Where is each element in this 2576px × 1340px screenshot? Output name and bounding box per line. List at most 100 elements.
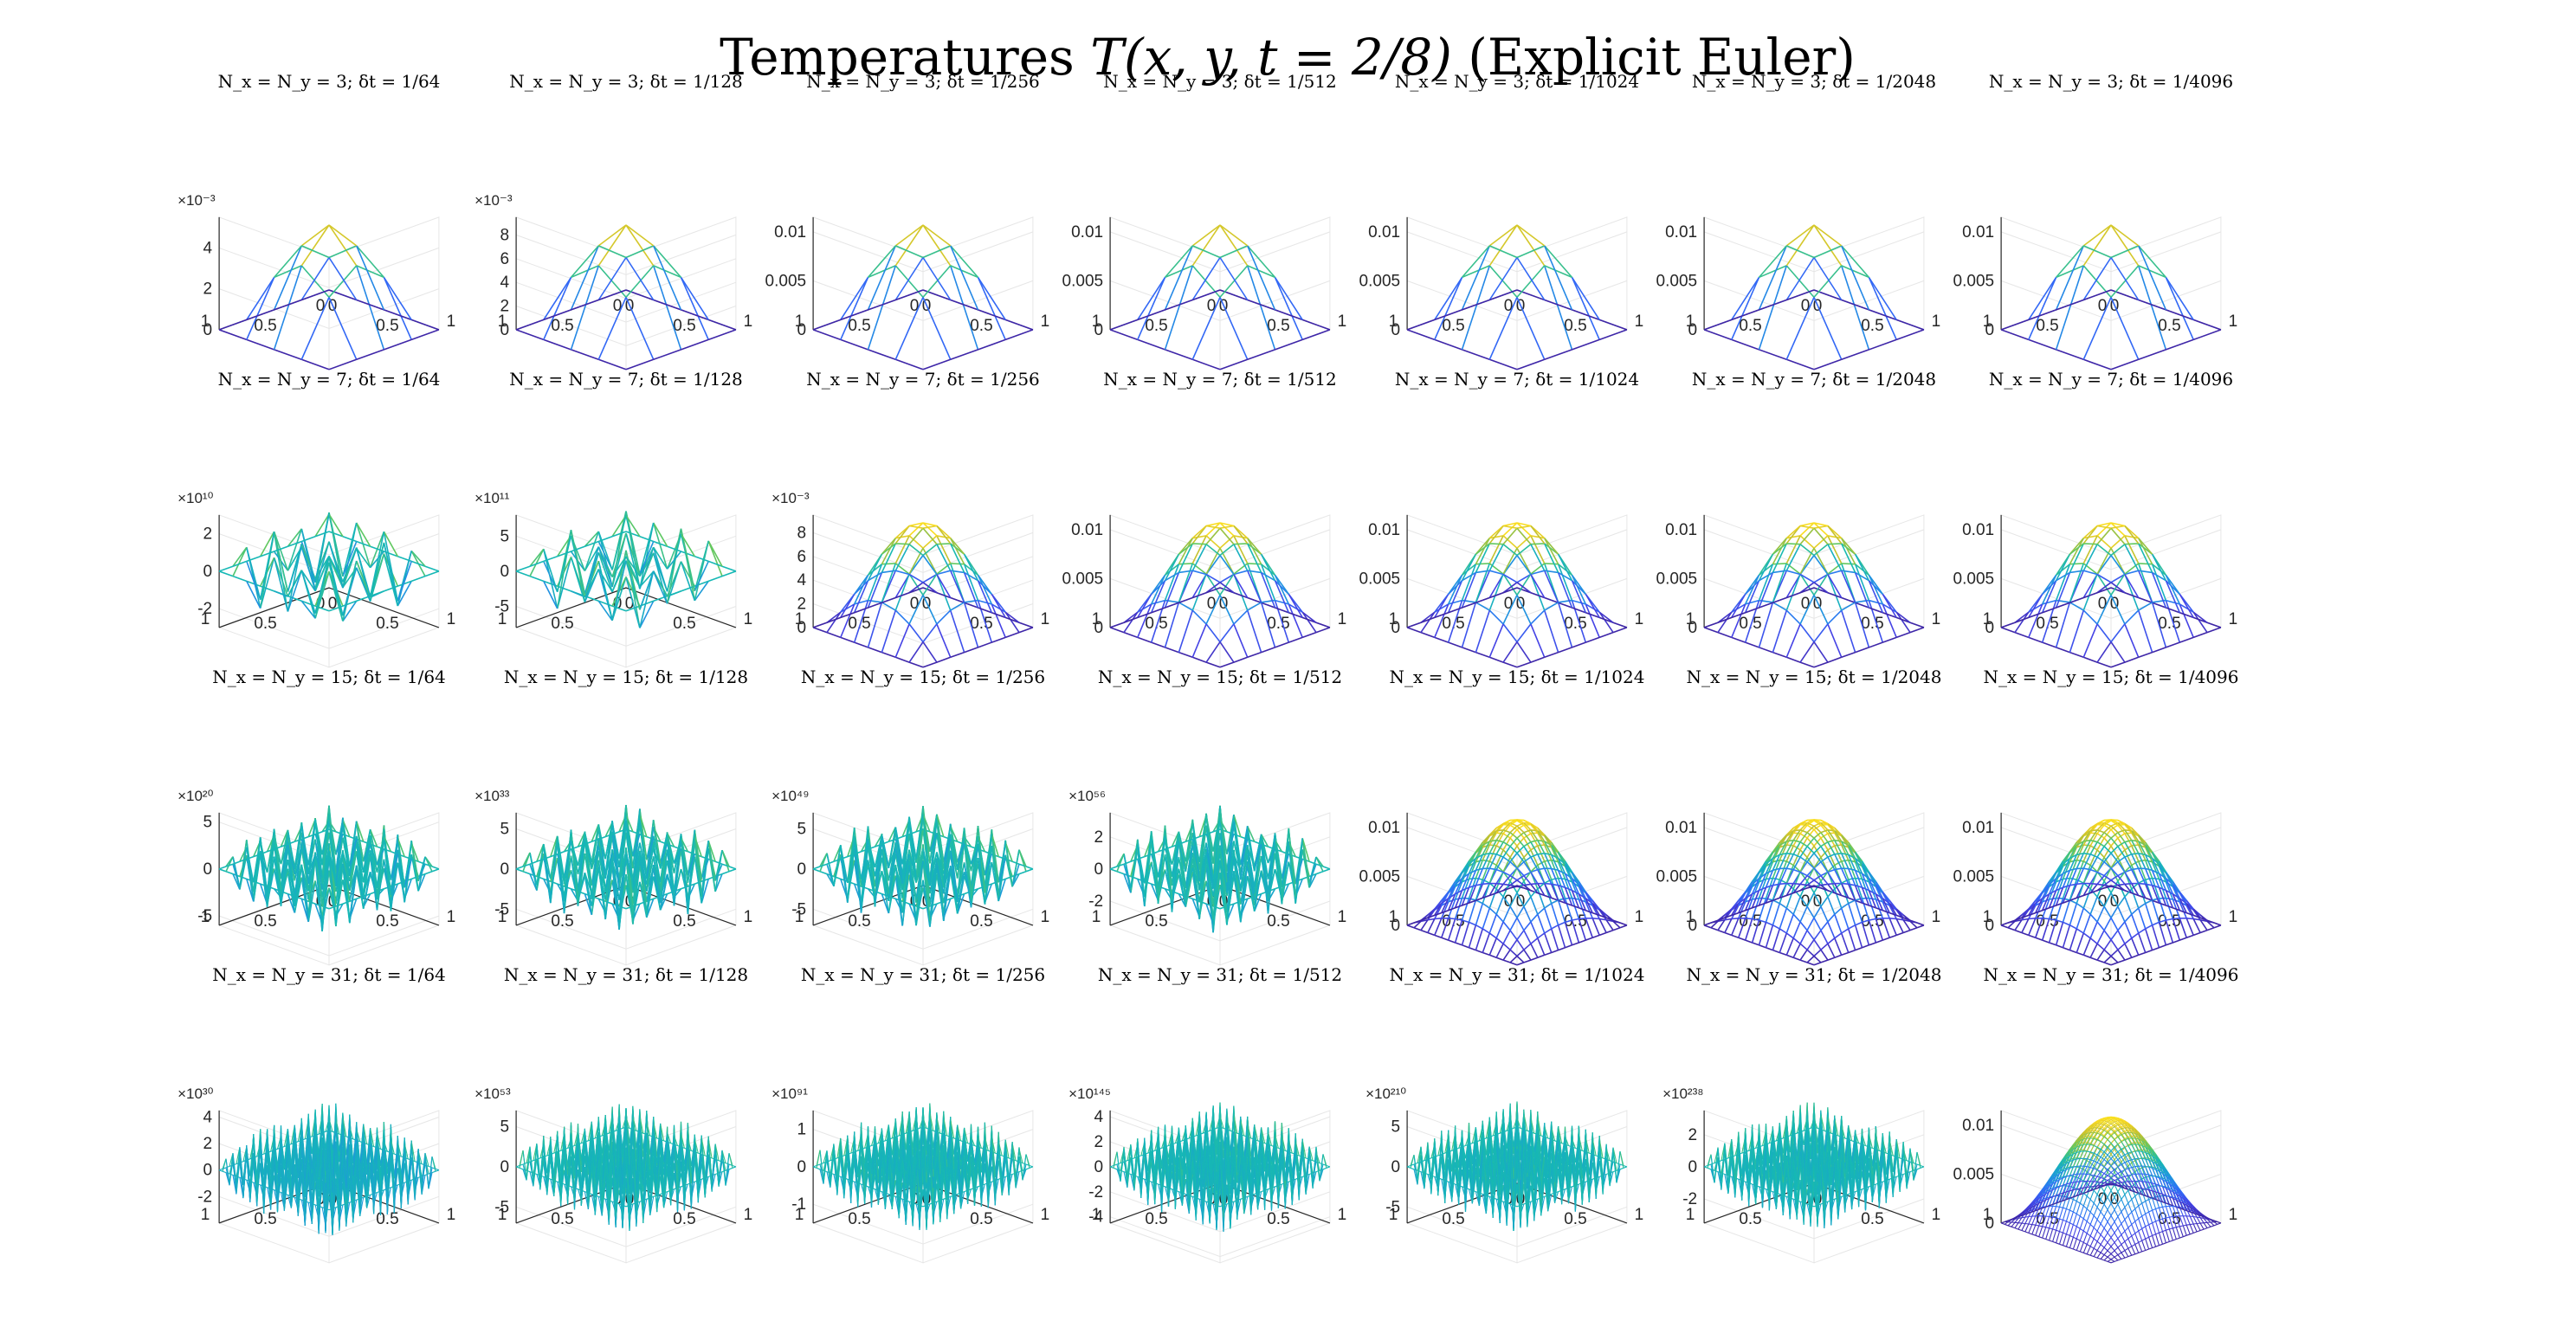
mesh-line-x — [895, 225, 923, 246]
panel-2-4: N_x = N_y = 7; δt = 1/51200.0050.01000.5… — [1062, 369, 1347, 667]
y-tick-label: 1 — [201, 312, 210, 331]
z-exponent-label: ×10⁵⁶ — [1068, 788, 1106, 804]
mesh-line-x — [598, 225, 626, 246]
panel-title: N_x = N_y = 15; δt = 1/2048 — [1687, 667, 1942, 687]
z-exponent-label: ×10¹⁰ — [178, 490, 213, 506]
mesh-line-y — [1220, 225, 1248, 246]
mesh-line-y — [1496, 830, 1503, 831]
x-tick-label: 1 — [1635, 610, 1644, 628]
panel-title: N_x = N_y = 3; δt = 1/128 — [509, 71, 743, 92]
mesh-line-x — [640, 537, 654, 542]
panel-3-2: N_x = N_y = 15; δt = 1/128-505×10³³000.5… — [475, 667, 752, 965]
panel-title: N_x = N_y = 3; δt = 1/512 — [1103, 71, 1337, 92]
x-tick-label: 1 — [1932, 610, 1941, 628]
back-wall-x — [1517, 217, 1627, 370]
y-tick-label: 0 — [1801, 595, 1811, 613]
y-tick-label: 0.5 — [848, 317, 870, 335]
panel-title: N_x = N_y = 7; δt = 1/512 — [1103, 369, 1337, 390]
y-tick-label: 1 — [1092, 610, 1101, 628]
y-tick-label: 0.5 — [1739, 615, 1761, 633]
panel-title: N_x = N_y = 3; δt = 1/64 — [218, 71, 441, 92]
z-tick-label: 0 — [500, 563, 510, 581]
mesh-line-x — [2111, 526, 2125, 529]
mesh-line-y — [1206, 526, 1220, 529]
mesh-line-x — [1531, 841, 1538, 842]
panel-title: N_x = N_y = 7; δt = 1/4096 — [1989, 369, 2233, 390]
panel-2-7: N_x = N_y = 7; δt = 1/409600.0050.01000.… — [1953, 369, 2238, 667]
y-tick-label: 0.5 — [1145, 317, 1167, 335]
mesh-line-x — [1746, 918, 1753, 919]
x-tick-label: 0.5 — [970, 912, 992, 931]
back-wall-x — [2111, 217, 2221, 370]
panel-1-4: N_x = N_y = 3; δt = 1/51200.0050.01000.5… — [1062, 71, 1347, 370]
panel-1-7: N_x = N_y = 3; δt = 1/409600.0050.01000.… — [1953, 71, 2238, 370]
panel-title: N_x = N_y = 7; δt = 1/256 — [806, 369, 1040, 390]
y-tick-label: 1 — [498, 312, 507, 331]
y-tick-label: 0.5 — [551, 317, 573, 335]
z-tick-label: 2 — [203, 525, 213, 544]
y-tick-label: 0.5 — [1739, 317, 1761, 335]
panel-title: N_x = N_y = 3; δt = 1/4096 — [1989, 71, 2233, 92]
x-tick-label: 0.5 — [1267, 615, 1289, 633]
y-tick-label: 0 — [316, 297, 326, 315]
panel-3-5: N_x = N_y = 15; δt = 1/102400.0050.01000… — [1359, 667, 1645, 965]
y-tick-label: 0.5 — [551, 615, 573, 633]
y-tick-label: 1 — [1983, 908, 1992, 926]
x-tick-label: 0.5 — [1861, 317, 1883, 335]
z-tick-label: 0.01 — [1071, 521, 1103, 539]
back-wall-x — [1517, 515, 1627, 667]
z-tick-label: 0.01 — [1665, 521, 1697, 539]
panel-1-2: N_x = N_y = 3; δt = 1/12802468×10⁻³000.5… — [475, 71, 752, 370]
y-tick-label: 1 — [1983, 610, 1992, 628]
mesh-line-x — [2083, 225, 2111, 246]
z-tick-label: 0.005 — [1656, 272, 1698, 290]
x-tick-label: 1 — [1041, 610, 1050, 628]
mesh-line-y — [1889, 918, 1896, 919]
mesh-line-y — [1807, 820, 1814, 821]
mesh-line-x — [1496, 833, 1503, 834]
mesh-line-y — [1517, 225, 1545, 246]
back-wall-x — [2111, 515, 2221, 667]
mesh-line-x — [1489, 225, 1517, 246]
mesh-line-x — [1517, 526, 1531, 529]
mesh-line-y — [1800, 823, 1807, 824]
z-exponent-label: ×10⁻³ — [178, 192, 216, 209]
panel-title: N_x = N_y = 15; δt = 1/1024 — [1390, 667, 1645, 687]
x-tick-label: 1 — [1932, 312, 1941, 331]
y-tick-label: 0 — [910, 297, 920, 315]
back-wall-x — [329, 217, 439, 370]
mesh-line-x — [343, 537, 357, 542]
back-wall-y — [219, 217, 329, 370]
mesh-line-y — [923, 225, 951, 246]
z-exponent-label: ×10²⁰ — [178, 788, 213, 804]
z-tick-label: 0 — [500, 860, 510, 879]
panel-1-1: N_x = N_y = 3; δt = 1/64024×10⁻³000.50.5… — [178, 71, 455, 370]
y-tick-label: 1 — [1389, 312, 1398, 331]
z-tick-label: 0.005 — [1062, 272, 1104, 290]
x-tick-label: 1 — [1635, 908, 1644, 926]
z-tick-label: 0.01 — [1665, 819, 1697, 837]
z-tick-label: 0.01 — [1962, 223, 1994, 242]
mesh-line-y — [1793, 830, 1800, 831]
back-wall-x — [923, 217, 1033, 370]
x-tick-label: 1 — [1338, 312, 1347, 331]
mesh-line-x — [1814, 526, 1828, 529]
y-tick-label: 1 — [1686, 610, 1695, 628]
panel-3-3: N_x = N_y = 15; δt = 1/256-505×10⁴⁹000.5… — [772, 667, 1049, 965]
back-wall-y — [2001, 515, 2111, 667]
z-tick-label: 0.01 — [1368, 819, 1400, 837]
x-tick-label: 1 — [447, 908, 456, 926]
panel-title: N_x = N_y = 7; δt = 1/2048 — [1692, 369, 1936, 390]
y-tick-label: 0.5 — [254, 615, 276, 633]
mesh-line-y — [2097, 526, 2111, 529]
z-tick-label: 0.005 — [1359, 570, 1401, 588]
back-wall-x — [1814, 217, 1924, 370]
x-tick-label: 1 — [1932, 908, 1941, 926]
x-tick-label: 0.5 — [2158, 317, 2180, 335]
panel-2-6: N_x = N_y = 7; δt = 1/204800.0050.01000.… — [1656, 369, 1941, 667]
mesh-line-x — [1828, 884, 1835, 885]
z-tick-label: 8 — [500, 226, 510, 244]
mesh-line-x — [1192, 225, 1220, 246]
